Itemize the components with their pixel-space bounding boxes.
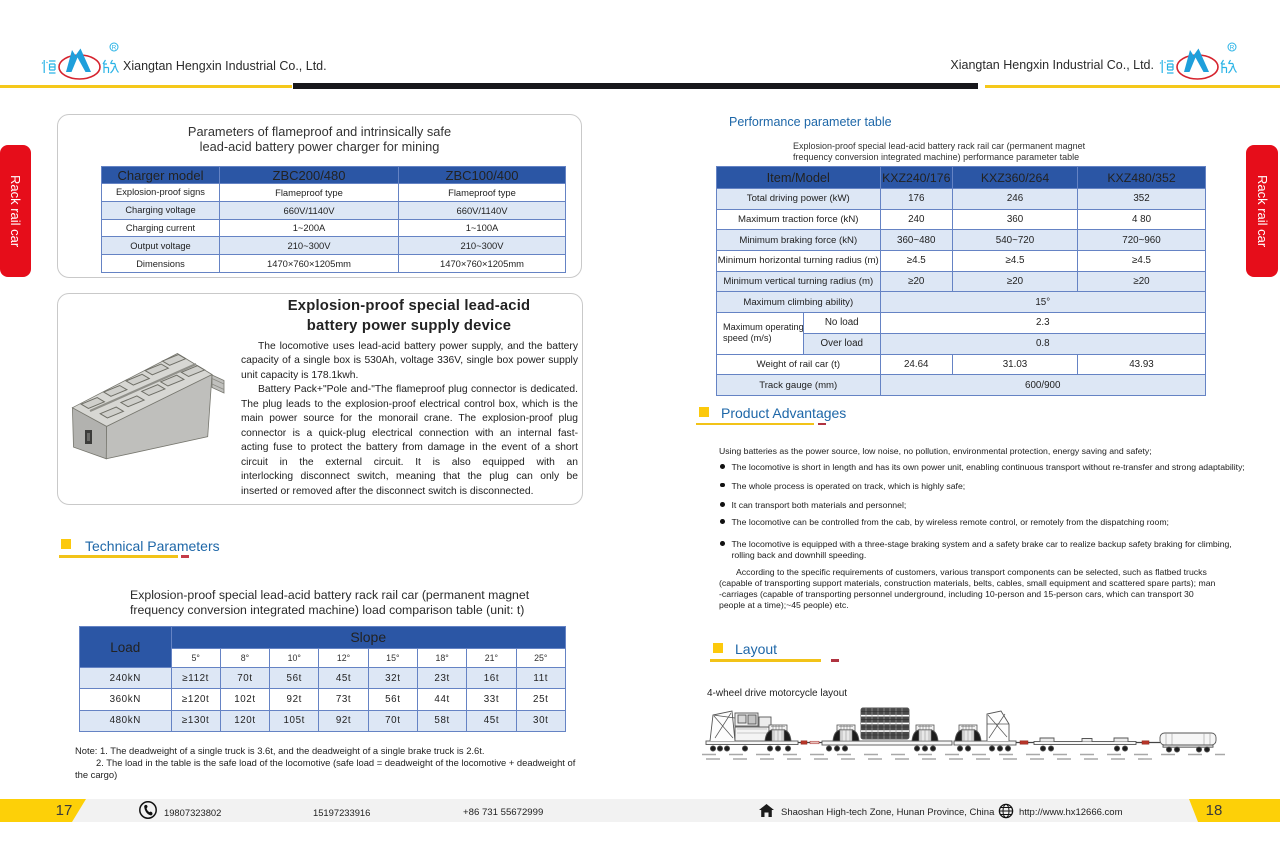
svg-text:R: R	[112, 45, 117, 52]
